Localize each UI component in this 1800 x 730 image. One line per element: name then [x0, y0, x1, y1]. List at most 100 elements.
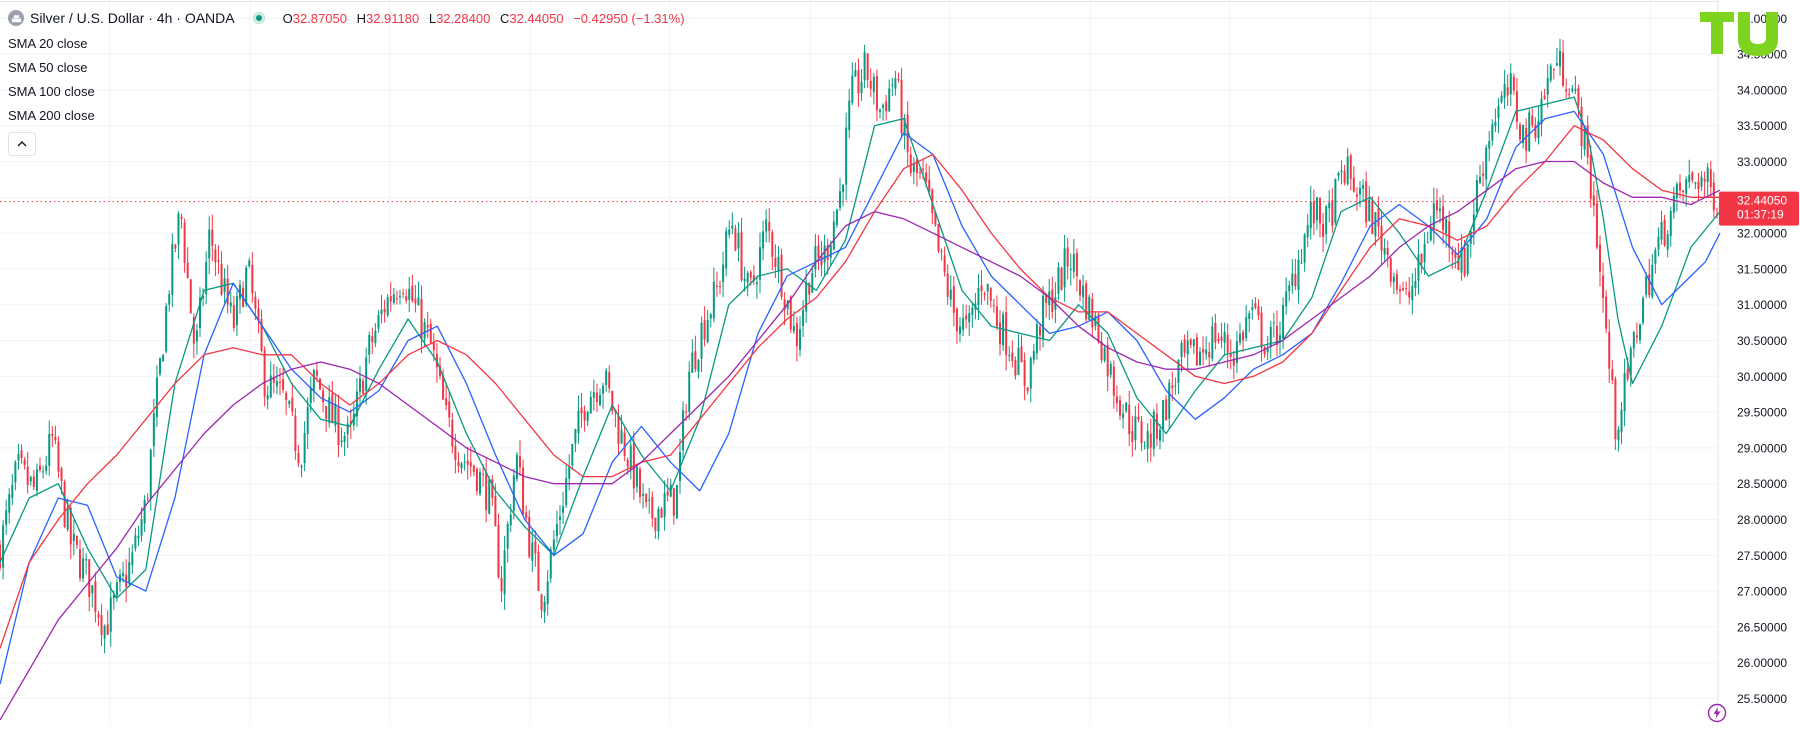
candle [100, 604, 103, 647]
countdown-timer: 01:37:19 [1737, 208, 1784, 222]
candle-body [946, 273, 949, 297]
candle-body [1435, 200, 1438, 211]
candle [35, 463, 38, 497]
candle [1174, 377, 1177, 395]
candle [1466, 243, 1469, 277]
candle-body [639, 468, 641, 497]
candle [343, 431, 346, 457]
market-status-icon[interactable] [252, 12, 265, 24]
candle-body [1103, 347, 1106, 361]
candle-body [620, 429, 623, 444]
candle-body [703, 320, 706, 340]
candle-body [1368, 199, 1371, 221]
candle-body [303, 432, 306, 464]
candle [1208, 342, 1211, 368]
candle-body [128, 562, 131, 584]
candle-body [672, 488, 675, 516]
candle [648, 487, 651, 514]
candle [1571, 84, 1574, 94]
candle-body [429, 323, 432, 343]
candle-body [1568, 93, 1571, 95]
candle [1232, 351, 1235, 379]
candle [1272, 312, 1275, 338]
candle-body [1497, 105, 1500, 119]
indicator-sma-200[interactable]: SMA 200 close [8, 108, 95, 123]
candle-body [1586, 125, 1589, 158]
candle-body [322, 390, 325, 403]
indicator-sma-100[interactable]: SMA 100 close [8, 84, 95, 99]
candle-body [94, 581, 97, 612]
indicator-sma-50[interactable]: SMA 50 close [8, 60, 88, 75]
candle-body [1485, 147, 1488, 180]
candle-body [642, 493, 645, 496]
candle [469, 446, 472, 477]
candle-body [417, 297, 420, 306]
candle-body [900, 79, 903, 134]
collapse-legend-button[interactable] [8, 132, 36, 156]
silver-symbol-icon [8, 10, 24, 26]
candle [509, 503, 512, 532]
candle-body [448, 401, 451, 418]
candle [45, 455, 48, 475]
candle-body [1500, 95, 1503, 103]
candle-body [949, 289, 952, 300]
candle [1128, 390, 1131, 447]
last-price-badge [1719, 191, 1799, 226]
candle-body [866, 53, 869, 80]
candle-body [1088, 296, 1091, 320]
candle-body [1577, 88, 1580, 106]
candle-body [595, 392, 598, 402]
candle-body [1005, 312, 1008, 355]
candle [32, 469, 35, 491]
candle [1697, 172, 1700, 201]
y-tick-label: 30.00000 [1737, 370, 1787, 384]
candle [666, 477, 669, 502]
candle [1122, 404, 1125, 429]
candle-body [792, 325, 795, 332]
candle [1414, 267, 1417, 297]
candle [1315, 196, 1318, 230]
candle [629, 437, 632, 480]
candle [552, 530, 555, 557]
candle [426, 311, 429, 339]
candle-body [1562, 52, 1565, 86]
candle-body [1192, 339, 1195, 347]
candle [159, 357, 161, 377]
candle [57, 436, 60, 478]
candle-body [1300, 262, 1303, 264]
candle-body [709, 314, 712, 319]
candle [1688, 159, 1691, 189]
candle-body [1352, 177, 1355, 192]
candle-body [1085, 283, 1088, 320]
candle [774, 244, 777, 278]
candle-body [832, 221, 835, 250]
candle-body [122, 573, 125, 577]
candle [48, 420, 51, 476]
symbol-title[interactable]: Silver / U.S. Dollar · 4h · OANDA [30, 10, 235, 26]
candle-body [1623, 373, 1626, 412]
candle-body [177, 213, 180, 245]
candle-body [1709, 169, 1712, 187]
candle-body [162, 355, 165, 362]
candle-body [789, 296, 792, 330]
candle [1223, 322, 1226, 356]
indicator-sma-20[interactable]: SMA 20 close [8, 36, 88, 51]
candle-body [1109, 363, 1112, 375]
candle [134, 527, 137, 552]
candle [777, 246, 780, 284]
candle-body [349, 420, 352, 424]
candle [411, 274, 414, 303]
candle [251, 252, 254, 303]
candle-body [506, 523, 509, 549]
candle-body [199, 297, 201, 328]
candle-body [906, 114, 909, 153]
candle-body [500, 578, 503, 592]
lightning-icon[interactable] [1707, 703, 1727, 723]
candle-body [0, 544, 1, 568]
candle [900, 67, 903, 138]
candle [140, 507, 143, 542]
candle-body [999, 322, 1001, 345]
candle-body [2, 525, 5, 568]
